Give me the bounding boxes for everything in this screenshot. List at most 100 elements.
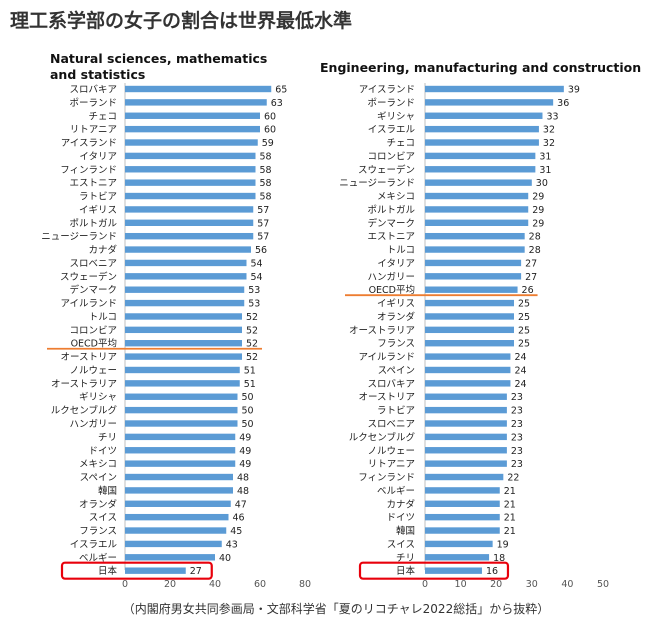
chart-1-bar: [125, 567, 186, 574]
chart-1-value-label: 54: [251, 272, 263, 283]
chart-2-category-label: スロバキア: [367, 379, 415, 390]
chart-1-title: Natural sciences, mathematics: [50, 51, 267, 66]
chart-2-value-label: 24: [514, 379, 526, 390]
chart-1-value-label: 52: [246, 312, 258, 323]
chart-2-category-label: オーストラリア: [349, 325, 415, 336]
chart-1-category-label: オーストラリア: [51, 379, 117, 390]
chart-1-value-label: 52: [246, 352, 258, 363]
chart-2-category-label: ギリシャ: [377, 111, 415, 122]
chart-2-category-label: イギリス: [377, 299, 415, 310]
chart-1-category-label: ポルトガル: [69, 218, 117, 229]
chart-1-bar: [125, 139, 258, 146]
chart-1-category-label: 韓国: [98, 486, 117, 497]
chart-1-bar: [125, 540, 222, 548]
chart-2-bar: [425, 286, 518, 293]
chart-1-bar: [125, 554, 215, 561]
chart-1-bar: [125, 447, 236, 454]
chart-1-category-label: OECD平均: [71, 338, 117, 350]
chart-2-x-tick-label: 20: [490, 579, 502, 590]
chart-1-value-label: 50: [242, 392, 254, 403]
chart-2-bar: [425, 85, 564, 93]
chart-2-category-label: スイス: [387, 539, 415, 550]
chart-2-category-label: アイスランド: [359, 85, 415, 96]
chart-2-category-label: スロベニア: [367, 419, 415, 430]
chart-1-category-label: イギリス: [79, 205, 117, 216]
chart-1-x-tick-label: 40: [209, 579, 221, 590]
chart-1-category-label: ニュージーランド: [41, 232, 117, 243]
chart-2-category-label: リトアニア: [368, 459, 415, 470]
chart-1-bar: [125, 112, 260, 119]
chart-2-category-label: ハンガリー: [367, 272, 415, 283]
chart-1-category-label: アイスランド: [61, 138, 117, 149]
chart-1-bar: [125, 420, 238, 427]
chart-2-value-label: 36: [557, 98, 569, 109]
chart-1-value-label: 58: [260, 151, 272, 162]
chart-1-value-label: 49: [239, 459, 251, 470]
chart-2-category-label: オーストリア: [358, 392, 415, 403]
chart-1-value-label: 65: [275, 85, 287, 96]
chart-1-category-label: スロベニア: [69, 258, 117, 269]
chart-2-bar: [425, 273, 522, 280]
chart-1-category-label: アイルランド: [60, 299, 117, 310]
chart-1-bar: [125, 246, 251, 253]
chart-2-value-label: 23: [511, 406, 523, 417]
chart-2-x-tick-label: 10: [455, 579, 467, 590]
chart-1-category-label: 日本: [98, 565, 118, 577]
chart-2-value-label: 32: [543, 125, 555, 136]
chart-2-category-label: OECD平均: [369, 284, 415, 296]
chart-2-category-label: ニュージーランド: [339, 178, 415, 189]
chart-1-category-label: ラトビア: [79, 192, 117, 203]
chart-1-category-label: オーストリア: [60, 352, 117, 363]
chart-1-category-label: チリ: [98, 432, 117, 443]
chart-2-category-label: スウェーデン: [358, 164, 415, 176]
chart-1-value-label: 59: [262, 138, 274, 149]
chart-2-value-label: 33: [546, 111, 558, 122]
chart-2-category-label: ノルウェー: [367, 446, 415, 457]
chart-2-bar: [425, 540, 493, 548]
chart-1-value-label: 48: [237, 486, 249, 497]
chart-1-bar: [125, 232, 254, 240]
chart-1-category-label: ベルギー: [79, 553, 117, 564]
chart-2-value-label: 32: [543, 138, 555, 149]
chart-2-category-label: オランダ: [377, 311, 416, 323]
chart-2-bar: [425, 527, 500, 534]
chart-2-x-tick-label: 50: [597, 579, 609, 590]
chart-2-value-label: 23: [511, 419, 523, 430]
chart-2-value-label: 28: [529, 232, 541, 243]
page-title: 理工系学部の女子の割合は世界最低水準: [10, 10, 353, 32]
chart-1-value-label: 50: [242, 419, 254, 430]
chart-1-value-label: 56: [255, 245, 267, 256]
chart-2-value-label: 22: [507, 473, 519, 484]
chart-2-bar: [425, 554, 490, 561]
chart-2-bar: [425, 366, 511, 374]
chart-1-bar: [125, 259, 247, 267]
chart-1-bar: [125, 286, 245, 293]
chart-2-bar: [425, 206, 529, 213]
chart-2-x-tick-label: 40: [561, 579, 573, 590]
chart-2-x-tick-label: 0: [422, 579, 428, 590]
chart-2-bar: [425, 460, 507, 467]
chart-2-category-label: フィンランド: [358, 473, 415, 484]
chart-2-value-label: 29: [532, 192, 544, 203]
chart-2-category-label: コロンビア: [367, 151, 415, 162]
chart-1-bar: [125, 527, 227, 534]
chart-2-bar: [425, 473, 504, 481]
chart-2-value-label: 28: [529, 245, 541, 256]
chart-1-category-label: ドイツ: [88, 446, 117, 457]
chart-1-value-label: 46: [233, 513, 245, 524]
chart-2-value-label: 27: [525, 272, 537, 283]
chart-2-category-label: アイルランド: [358, 352, 415, 363]
chart-2-bar: [425, 112, 543, 119]
chart-1-category-label: イスラエル: [70, 539, 118, 550]
chart-2-category-label: エストニア: [367, 232, 415, 243]
chart-1-value-label: 48: [237, 473, 249, 484]
chart-1-bar: [125, 340, 242, 347]
chart-1-bar: [125, 366, 240, 374]
chart-1-value-label: 51: [244, 379, 256, 390]
chart-2-bar: [425, 125, 539, 133]
chart-2-category-label: トルコ: [387, 245, 415, 256]
chart-1-category-label: チェコ: [88, 111, 117, 122]
chart-1-category-label: ギリシャ: [79, 392, 117, 403]
chart-1-value-label: 49: [239, 446, 251, 457]
chart-1-bar: [125, 206, 254, 213]
